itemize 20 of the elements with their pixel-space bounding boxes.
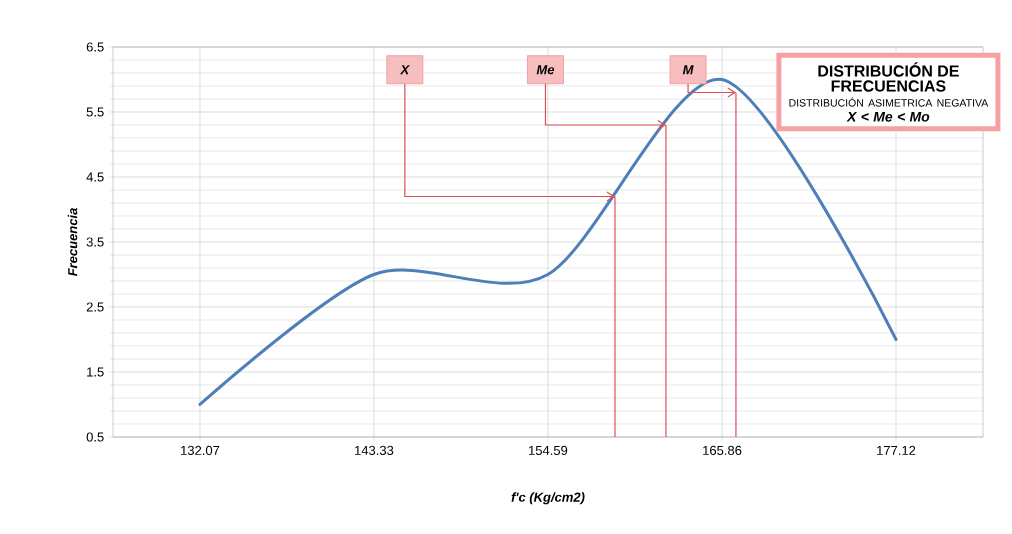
x-tick-label: 154.59 [529,445,568,455]
y-tick-label: 4.5 [86,172,104,182]
annotation: DISTRIBUCIÓN DE FRECUENCIAS [818,62,959,92]
y-tick-label: 1.5 [87,367,104,377]
x-tick-label: 165.86 [703,445,742,455]
annotation: X < Me < Mo [846,111,930,122]
y-axis-title: Frecuencia [67,208,78,277]
y-tick-label: 5.5 [86,107,104,117]
x-tick-label: 177.12 [877,445,916,455]
annotation: X [399,65,410,75]
y-tick-label: 2.5 [86,302,104,312]
y-tick-label: 3.5 [86,237,104,247]
x-tick-label: 132.07 [181,445,220,455]
x-tick-label: 143.33 [355,445,394,455]
annotation: Me [536,65,555,75]
annotation: M [682,65,694,75]
y-tick-label: 0.5 [86,432,104,442]
x-axis-title: f'c (Kg/cm2) [511,492,585,505]
annotation: DISTRIBUCIÓN ASIMETRICA NEGATIVA [789,97,989,107]
y-tick-label: 6.5 [86,42,104,52]
